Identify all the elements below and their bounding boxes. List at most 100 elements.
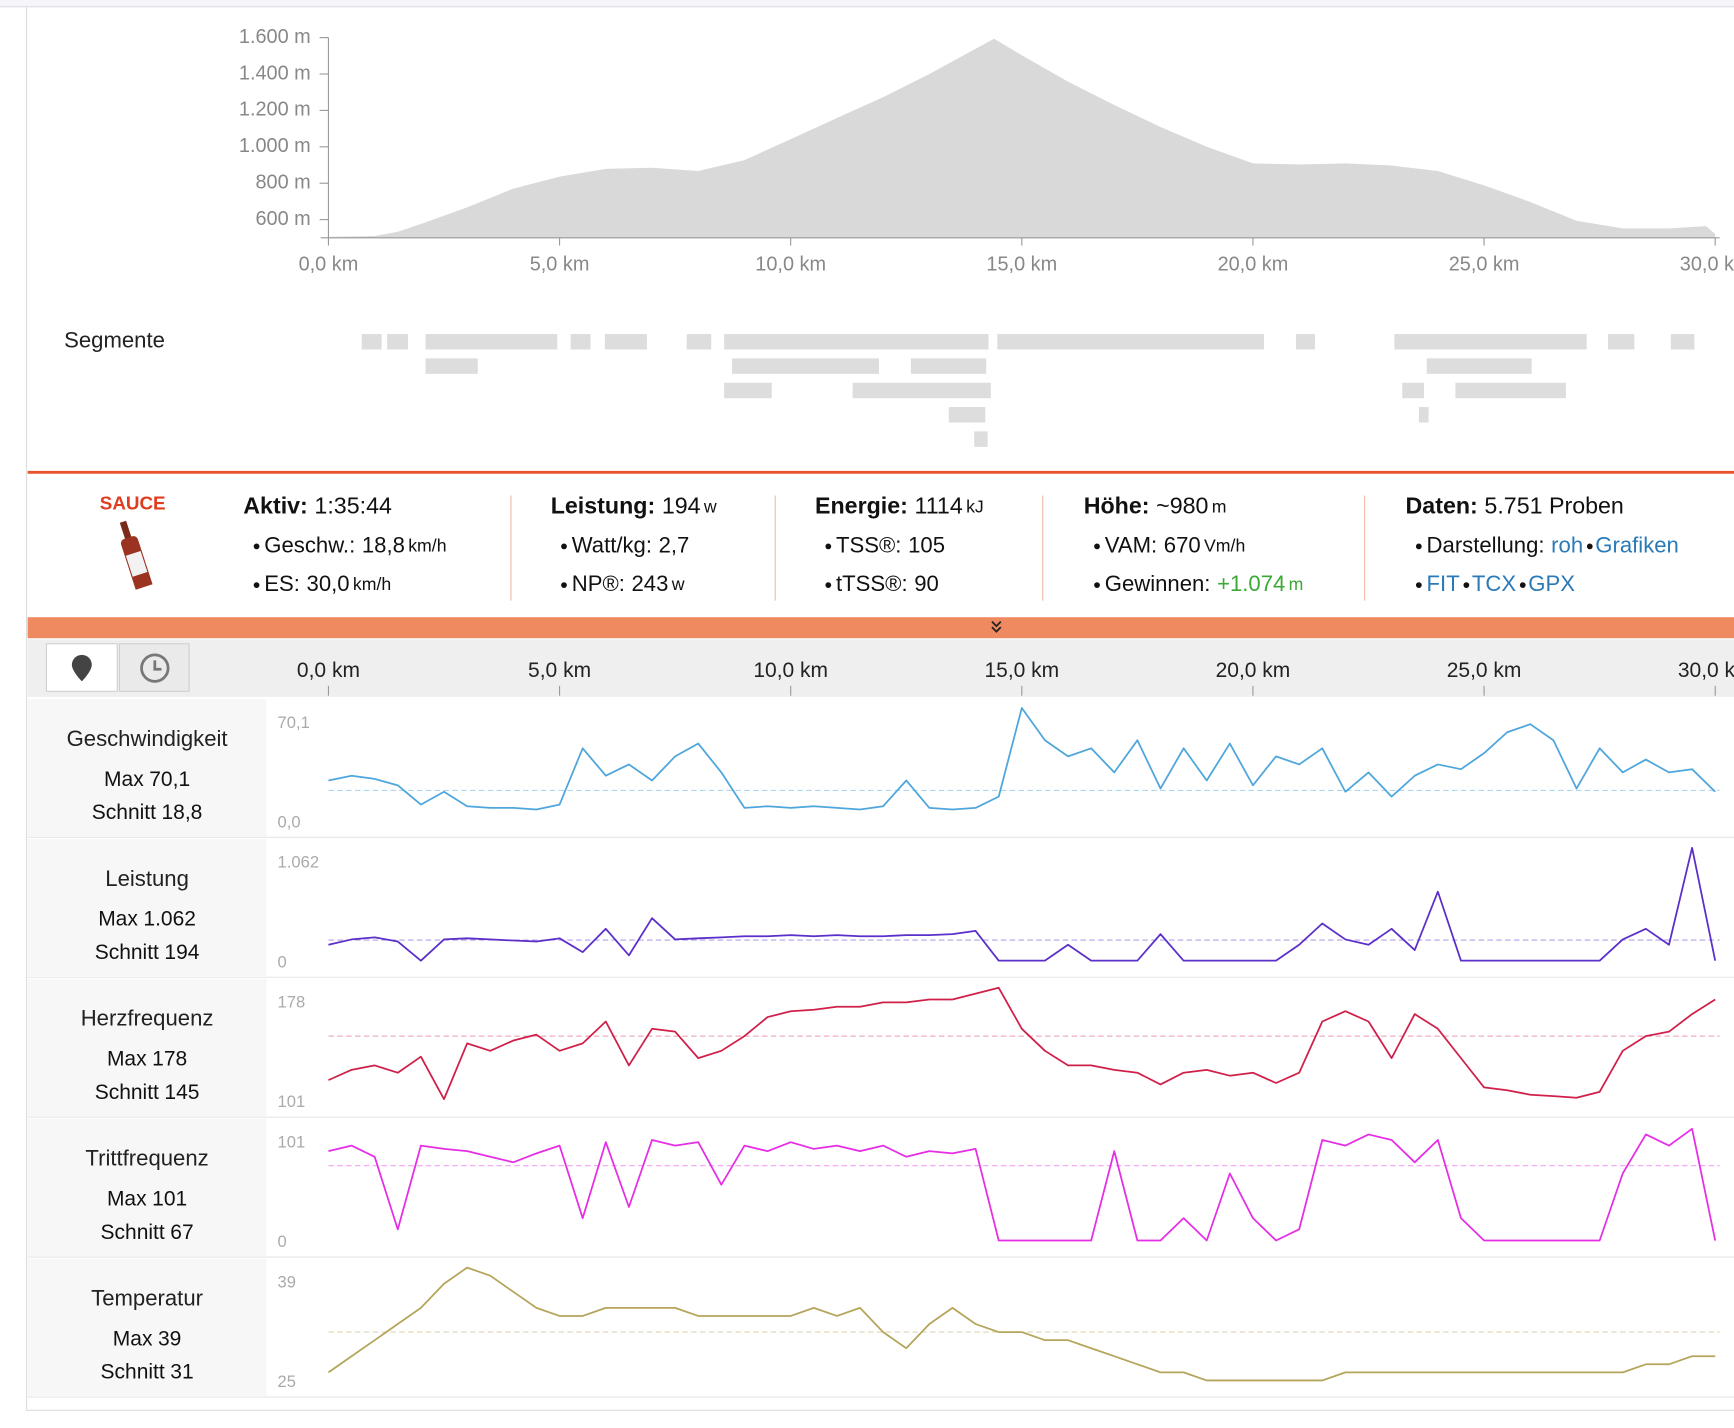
segment-bar[interactable] bbox=[361, 334, 382, 350]
segment-bar[interactable] bbox=[910, 358, 987, 374]
segment-bar[interactable] bbox=[948, 407, 986, 423]
avg-title: Schnitt bbox=[95, 940, 159, 963]
y-tick-label: 1.200 m bbox=[239, 99, 311, 121]
max-value: 101 bbox=[152, 1187, 187, 1210]
segment-bar[interactable] bbox=[1455, 382, 1566, 399]
stream-line bbox=[328, 707, 1716, 811]
segment-bar[interactable] bbox=[686, 334, 712, 350]
segment-bar[interactable] bbox=[731, 358, 879, 374]
segment-bar[interactable] bbox=[1394, 334, 1587, 350]
segment-bar[interactable] bbox=[425, 334, 558, 350]
max-title: Max bbox=[107, 1047, 147, 1070]
segment-bar[interactable] bbox=[724, 334, 989, 350]
y-tick-label: 101 bbox=[278, 1092, 306, 1111]
segment-bar[interactable] bbox=[425, 358, 478, 374]
segment-bar[interactable] bbox=[1426, 358, 1532, 374]
segment-bar[interactable] bbox=[724, 382, 772, 399]
stat-unit: w bbox=[671, 574, 685, 594]
stat-item: Gewinnen: +1.074 m bbox=[1105, 571, 1304, 596]
y-tick-label: 70,1 bbox=[278, 713, 310, 732]
segment-bar[interactable] bbox=[1402, 382, 1424, 399]
stream-avg: Schnitt 31 bbox=[101, 1360, 194, 1383]
collapse-icon[interactable] bbox=[991, 621, 1002, 633]
stat-label: Watt/kg: bbox=[572, 532, 652, 557]
stream-label-panel bbox=[27, 978, 267, 1117]
segment-bar[interactable] bbox=[1418, 407, 1429, 423]
stat-value: 30,0 bbox=[307, 571, 350, 596]
link[interactable]: roh bbox=[1551, 532, 1583, 557]
stat-unit: Vm/h bbox=[1204, 535, 1245, 555]
segment-bar[interactable] bbox=[604, 334, 647, 350]
link[interactable]: FIT bbox=[1427, 571, 1460, 596]
segment-bar[interactable] bbox=[570, 334, 591, 350]
stat-unit: m bbox=[1289, 574, 1304, 594]
bullet bbox=[1415, 543, 1422, 550]
segment-bar[interactable] bbox=[387, 334, 408, 350]
max-value: 178 bbox=[152, 1047, 187, 1070]
stat-label: Aktiv: bbox=[243, 493, 308, 519]
collapse-bar[interactable] bbox=[27, 617, 1734, 639]
bullet bbox=[253, 543, 260, 550]
x-tick-label: 20,0 km bbox=[1218, 254, 1289, 276]
segment-bar[interactable] bbox=[997, 334, 1265, 350]
stat-unit: kJ bbox=[966, 496, 984, 516]
clock-hands bbox=[153, 660, 162, 671]
segment-bar[interactable] bbox=[1670, 334, 1695, 350]
link[interactable]: TCX bbox=[1472, 571, 1516, 596]
avg-value: 194 bbox=[164, 940, 199, 963]
stream-name: Herzfrequenz bbox=[81, 1006, 214, 1031]
x-tick-label: 0,0 km bbox=[299, 254, 359, 276]
stat-value: 194 bbox=[662, 493, 701, 519]
stat-value: 105 bbox=[908, 532, 945, 557]
stat-item: NP®: 243 w bbox=[572, 571, 685, 596]
stream-max: Max 39 bbox=[113, 1327, 182, 1350]
stat-value: ~980 bbox=[1156, 493, 1208, 519]
stat-unit: km/h bbox=[353, 574, 391, 594]
stream-max: Max 178 bbox=[107, 1047, 187, 1070]
logo-text: SAUCE bbox=[100, 492, 166, 513]
segment-bar[interactable] bbox=[1295, 334, 1315, 350]
stat-unit: km/h bbox=[408, 535, 446, 555]
bullet bbox=[561, 543, 567, 550]
stat-item: Watt/kg: 2,7 bbox=[572, 532, 690, 557]
stat-value: +1.074 bbox=[1217, 571, 1285, 596]
x-tick-label: 10,0 km bbox=[755, 254, 826, 276]
max-value: 70,1 bbox=[149, 767, 190, 790]
max-title: Max bbox=[104, 767, 144, 790]
stream-line bbox=[328, 1127, 1717, 1242]
segment-bar[interactable] bbox=[1607, 334, 1635, 350]
stream-name: Geschwindigkeit bbox=[67, 726, 228, 751]
stat-value: 5.751 Proben bbox=[1484, 493, 1623, 519]
stat-value: 1:35:44 bbox=[314, 493, 392, 519]
stat-item: tTSS®: 90 bbox=[836, 571, 939, 596]
stat-item: Darstellung: bbox=[1427, 532, 1545, 557]
stream-max: Max 1.062 bbox=[98, 907, 196, 930]
stat-unit: m bbox=[1212, 496, 1227, 516]
y-tick-label: 800 m bbox=[255, 171, 310, 193]
stat-item: TSS®: 105 bbox=[836, 532, 945, 557]
bullet bbox=[825, 543, 832, 550]
link[interactable]: Grafiken bbox=[1595, 532, 1679, 557]
stat-head: Leistung: 194 w bbox=[551, 493, 717, 519]
stream-line bbox=[327, 1266, 1716, 1382]
x-tick-label: 25,0 km bbox=[1449, 254, 1520, 276]
stat-label: Darstellung: bbox=[1427, 532, 1545, 557]
segment-bar[interactable] bbox=[852, 382, 991, 399]
y-tick-label: 101 bbox=[278, 1133, 306, 1152]
bullet bbox=[1586, 543, 1593, 550]
avg-value: 18,8 bbox=[162, 801, 203, 824]
stat-item: ES: 30,0 km/h bbox=[264, 571, 391, 596]
avg-title: Schnitt bbox=[101, 1220, 165, 1243]
stat-label: Leistung: bbox=[551, 493, 655, 519]
stream-label-panel bbox=[27, 838, 267, 977]
stat-value: 2,7 bbox=[659, 532, 690, 557]
segment-bar[interactable] bbox=[974, 431, 988, 447]
distance-button[interactable] bbox=[45, 643, 118, 692]
stat-head: Daten: 5.751 Proben bbox=[1406, 493, 1624, 519]
avg-title: Schnitt bbox=[92, 801, 156, 824]
avg-value: 145 bbox=[164, 1080, 199, 1103]
y-tick-label: 0,0 bbox=[278, 812, 301, 831]
link[interactable]: GPX bbox=[1528, 571, 1575, 596]
y-tick-label: 1.062 bbox=[278, 853, 319, 872]
